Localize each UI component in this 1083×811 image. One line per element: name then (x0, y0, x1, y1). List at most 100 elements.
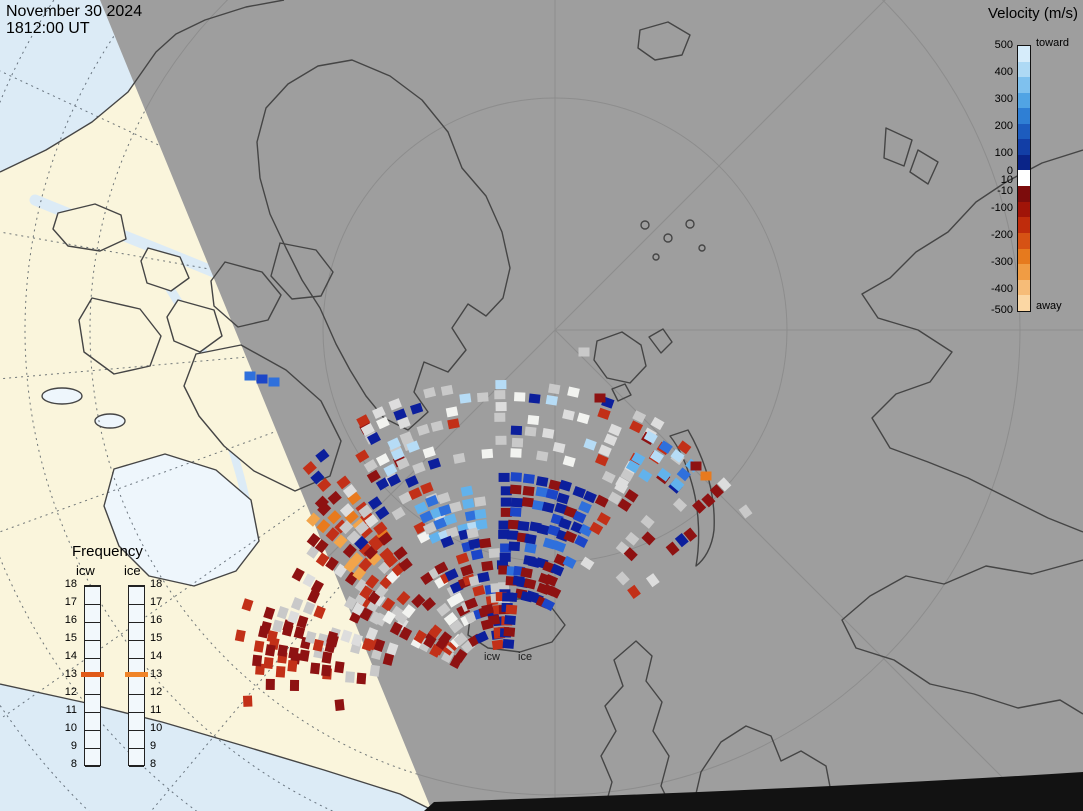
radar-cell (289, 679, 300, 691)
radar-cell (443, 611, 459, 626)
radar-cell (265, 644, 276, 657)
radar-cell (578, 500, 592, 514)
radar-cell (389, 621, 403, 636)
radar-cell (509, 484, 522, 495)
radar-cell (244, 371, 256, 381)
frequency-tick-icw-15: 15 (64, 632, 77, 644)
radar-cell (494, 412, 506, 422)
radar-cell (500, 486, 512, 496)
velocity-tick--10: -10 (997, 185, 1013, 197)
radar-cell (287, 660, 298, 672)
radar-cell (433, 517, 447, 530)
radar-cell (272, 619, 284, 633)
radar-cell (365, 627, 379, 641)
radar-cell (674, 532, 689, 548)
radar-cell (449, 501, 463, 513)
radar-cell (383, 463, 398, 477)
radar-cell (296, 615, 309, 629)
radar-cell (562, 455, 576, 468)
velocity-tick-500: 500 (994, 39, 1013, 51)
radar-cell (438, 631, 453, 646)
frequency-rung (85, 712, 100, 713)
radar-cell (436, 602, 451, 617)
radar-cell (640, 514, 655, 529)
radar-cell (495, 435, 507, 445)
velocity-tick-400: 400 (994, 66, 1013, 78)
frequency-tick-icw-8: 8 (70, 758, 77, 770)
radar-cell (315, 448, 330, 463)
radar-cell (487, 614, 501, 626)
radar-cell (615, 571, 630, 586)
radar-cell (344, 509, 359, 524)
radar-cell (578, 523, 593, 537)
radar-cell (358, 524, 373, 539)
radar-cell (499, 552, 511, 562)
frequency-tick-ice-12: 12 (150, 686, 163, 698)
radar-cell (372, 406, 386, 419)
map-edge (424, 772, 1083, 811)
radar-cell (500, 543, 512, 553)
radar-cell (517, 520, 530, 532)
radar-cell (364, 513, 379, 528)
radar-cell (342, 543, 357, 559)
radar-cell (510, 425, 523, 436)
radar-cell (510, 472, 522, 482)
radar-cell (325, 556, 339, 571)
radar-cell (393, 546, 408, 561)
radar-cell (440, 384, 454, 396)
radar-cell (547, 585, 562, 599)
radar-cell (253, 640, 265, 653)
radar-cell (503, 626, 516, 637)
colorbar-segment (1018, 186, 1030, 202)
radar-cell (360, 510, 375, 525)
radar-cell (583, 438, 597, 451)
radar-cell (390, 447, 405, 461)
frequency-rung (129, 640, 144, 641)
frequency-column-label-icw: icw (76, 563, 95, 578)
radar-cell (252, 654, 263, 667)
radar-cell (464, 597, 478, 610)
radar-cell (268, 377, 280, 387)
radar-cell (399, 626, 413, 641)
radar-cell (387, 437, 401, 451)
radar-cell (594, 393, 606, 403)
radar-cell (531, 499, 545, 511)
radar-cell (625, 459, 640, 474)
radar-cell (505, 592, 518, 603)
frequency-title: Frequency (72, 543, 143, 560)
frequency-rung (129, 766, 144, 767)
radar-cell (558, 517, 572, 530)
radar-cell (572, 510, 587, 524)
radar-cell (511, 437, 524, 448)
velocity-legend-title: Velocity (m/s) (987, 5, 1078, 22)
radar-cell (567, 386, 580, 398)
time-text: 1812:00 UT (6, 20, 90, 37)
velocity-tick-100: 100 (994, 147, 1013, 159)
radar-cell (408, 487, 423, 500)
radar-cell (589, 521, 604, 536)
radar-cell (558, 479, 572, 492)
radar-cell (623, 547, 638, 562)
radar-cell (498, 529, 510, 539)
radar-cell (624, 489, 639, 503)
radar-cell (453, 648, 468, 663)
radar-cell (498, 520, 510, 530)
radar-cell (562, 555, 577, 569)
radar-cell (576, 412, 590, 425)
radar-cell (459, 393, 472, 404)
radar-cell (266, 630, 278, 643)
radar-cell (625, 531, 640, 546)
radar-cell (509, 507, 522, 517)
radar-cell (375, 506, 390, 520)
radar-cell (536, 450, 549, 462)
radar-cell (614, 480, 629, 494)
radar-cell (498, 565, 510, 575)
radar-cell (411, 593, 426, 608)
radar-cell (350, 633, 364, 647)
velocity-tick--100: -100 (990, 202, 1013, 214)
radar-cell (601, 470, 616, 484)
radar-cell (428, 624, 443, 639)
frequency-rung (129, 730, 144, 731)
